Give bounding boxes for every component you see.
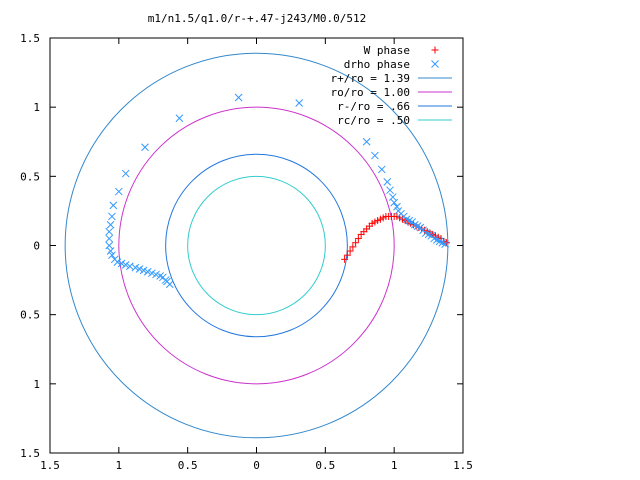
drho-phase-point [131, 263, 140, 272]
legend-label-1: drho phase [344, 58, 410, 71]
x-tick-label: 1.5 [40, 459, 60, 472]
w-phase-point [346, 247, 354, 255]
w-phase-point [343, 251, 351, 259]
legend-label-3: ro/ro = 1.00 [331, 86, 410, 99]
x-tick-label: 1 [116, 459, 123, 472]
drho-phase-point [106, 247, 115, 255]
drho-phase-point [114, 187, 123, 196]
drho-phase-point [148, 269, 156, 278]
drho-phase-point [383, 178, 392, 186]
axis-ticks: 1.5 1 0.5 0 0.5 1 1.51.510.500.511.5 [20, 32, 473, 472]
drho-phase-point [388, 193, 397, 201]
reference-circle-3 [187, 175, 326, 316]
drho-phase-point [386, 186, 394, 195]
drho-phase-point [295, 99, 304, 107]
legend-label-2: r+/ro = 1.39 [331, 72, 410, 85]
w-phase-point [349, 243, 357, 251]
x-tick-label: 0 [253, 459, 260, 472]
drho-phase-point [377, 165, 386, 174]
drho-phase-point [362, 137, 371, 146]
y-tick-label: 1.5 [20, 447, 40, 460]
drho-phase-point [108, 251, 116, 260]
drho-phase-point [165, 280, 174, 289]
drho-phase-point [234, 93, 243, 102]
x-tick-label: 0.5 [178, 459, 198, 472]
drho-phase-point [117, 259, 126, 268]
w-phase-point [354, 235, 362, 243]
drho-phase-point [139, 266, 148, 275]
drho-phase-point [108, 212, 116, 221]
x-tick-label: 1 [391, 459, 398, 472]
data-series [105, 93, 450, 289]
legend-label-0: W phase [364, 44, 410, 57]
drho-phase-point [390, 198, 399, 207]
w-phase-point [341, 255, 349, 263]
y-tick-label: 0 [33, 240, 40, 253]
series-1 [105, 93, 449, 289]
drho-phase-point [393, 202, 401, 211]
drho-phase-point [441, 240, 449, 248]
reference-circles [64, 52, 449, 439]
legend-label-5: rc/ro = .50 [337, 114, 410, 127]
drho-phase-point [121, 261, 130, 269]
drho-phase-point [143, 267, 152, 276]
drho-phase-point [141, 143, 149, 152]
reference-circle-2 [165, 153, 348, 338]
y-tick-label: 0.5 [20, 170, 40, 183]
legend-label-4: r-/ro = .66 [337, 100, 410, 113]
drho-phase-point [106, 220, 115, 229]
drho-phase-point [113, 258, 122, 266]
drho-phase-point [121, 169, 130, 178]
x-tick-label: 0.5 [315, 459, 335, 472]
drho-phase-point [175, 114, 184, 123]
series-0 [341, 212, 450, 263]
drho-phase-point [371, 151, 379, 160]
chart-title: m1/n1.5/q1.0/r-+.47-j243/M0.0/512 [148, 12, 367, 25]
drho-phase-point [152, 270, 160, 279]
drho-phase-point [105, 234, 114, 243]
drho-phase-point [105, 227, 114, 236]
x-tick-label: 1.5 [453, 459, 473, 472]
legend-swatch-1 [431, 60, 439, 68]
y-tick-label: 1.5 [20, 32, 40, 45]
drho-phase-point [109, 201, 118, 210]
y-tick-label: 1 [33, 101, 40, 114]
y-tick-label: 0.5 [20, 309, 40, 322]
drho-phase-point [105, 241, 114, 250]
reference-circle-1 [118, 106, 395, 385]
reference-circle-0 [64, 52, 449, 439]
drho-phase-point [135, 265, 144, 273]
y-tick-label: 1 [33, 378, 40, 391]
w-phase-point [352, 239, 360, 247]
legend-swatch-0 [431, 46, 439, 54]
